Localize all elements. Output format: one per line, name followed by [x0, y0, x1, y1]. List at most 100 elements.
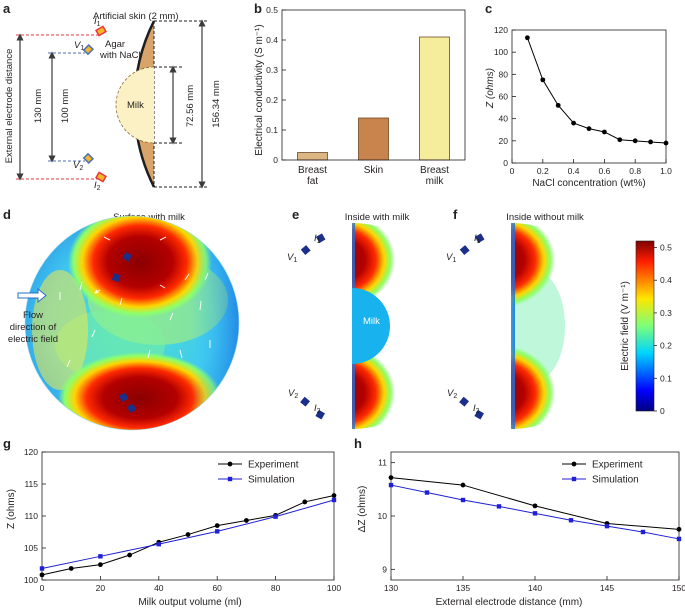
c-axes-xtick-label: 0.4	[568, 166, 580, 176]
c-axes-xtick-label: 0.2	[537, 166, 549, 176]
panel-e-v2-label: V2	[288, 388, 298, 400]
panel-a: a Artificial skin (2 mm) Agar with NaCl …	[3, 1, 222, 192]
h-plot-point	[568, 518, 574, 523]
c-plot-point	[571, 120, 576, 126]
panel-e-electrode-i1	[315, 233, 326, 243]
electrode-i2	[95, 171, 107, 183]
colorbar-tick-label: 0.4	[660, 275, 672, 285]
milk-label: Milk	[127, 100, 144, 111]
c-axes-xtick-label: 0.8	[629, 166, 641, 176]
panel-e-milk-label: Milk	[363, 316, 380, 327]
panel-g-ylabel: Z (ohms)	[6, 489, 17, 529]
c-plot-point	[632, 138, 638, 144]
g-plot-point	[214, 523, 220, 528]
legend-label: Experiment	[248, 460, 299, 471]
panel-f-v1-label: V1	[446, 252, 456, 264]
h-plot-point	[640, 529, 646, 535]
panel-f-title: Inside without milk	[506, 212, 584, 223]
panel-b-ylabel: Electrical conductivity (S m⁻¹)	[254, 24, 265, 155]
panel-e-electrode-v1	[300, 245, 311, 255]
c-plot-point	[525, 35, 530, 41]
panel-b-bar	[297, 152, 328, 161]
h-plot-point	[676, 536, 682, 542]
dim-156-label: 156.34 mm	[211, 80, 222, 128]
electrode-i1-label: I1	[94, 16, 101, 28]
g-axes-ytick-label: 100	[24, 575, 38, 585]
g-axes-xtick-label: 60	[212, 583, 222, 593]
panel-b-ytick-label: 0.2	[266, 95, 278, 105]
panel-b-category-label: milk	[426, 176, 445, 187]
milk-region	[116, 67, 154, 143]
panel-f: f Inside without milk I1 V1 V2 I2	[446, 207, 584, 429]
sphere-electrode-i2	[127, 403, 137, 413]
g-plot-point	[156, 541, 161, 547]
h-axes-xtick-label: 135	[456, 583, 470, 593]
legend-label: Simulation	[248, 475, 295, 486]
c-axes-frame	[511, 29, 667, 164]
c-plot-point	[617, 137, 623, 143]
panel-g-xlabel: Milk output volume (ml)	[138, 597, 241, 608]
panel-letter-a: a	[3, 1, 11, 16]
panel-b-ytick-label: 0.1	[266, 125, 278, 135]
h-axes-xtick-label: 130	[384, 583, 398, 593]
h-axes-xtick-label: 140	[528, 583, 542, 593]
g-plot-point	[185, 532, 191, 537]
panel-g: g Z (ohms) Milk output volume (ml) 0 20 40…	[3, 436, 341, 608]
panel-d: d Surface with milk Flow direction of el…	[3, 207, 240, 431]
legend-marker	[227, 476, 233, 482]
h-plot-point	[532, 503, 538, 509]
flow-label-line2: direction of	[10, 322, 57, 333]
g-plot-point	[98, 554, 103, 559]
g-plot-point	[331, 493, 337, 498]
c-axes-ytick-label: 100	[494, 47, 508, 57]
h-plot-point	[604, 523, 610, 529]
c-axes-ytick-label: 0	[503, 158, 508, 168]
g-axes-xtick-label: 0	[40, 583, 45, 593]
panel-b-ytick-label: 0	[273, 155, 278, 165]
sphere-field-map	[25, 216, 239, 430]
g-plot-point	[331, 497, 337, 503]
panel-h: h ΔZ (ohms) External electrode distance …	[354, 436, 685, 608]
g-plot-point	[98, 562, 103, 568]
c-plot-point	[586, 126, 592, 132]
g-axes-ytick-label: 115	[24, 479, 38, 489]
h-axes-frame	[390, 451, 680, 581]
sphere-electrode-v2	[119, 392, 129, 402]
panel-f-i1-label: I1	[474, 233, 481, 245]
panel-letter-e: e	[292, 207, 299, 222]
panel-letter-g: g	[3, 436, 11, 451]
h-plot-point	[460, 497, 466, 503]
h-axes-xtick-label: 150	[672, 583, 685, 593]
panel-b: b Electrical conductivity (S m⁻¹) 0 0.1 0.…	[254, 1, 466, 187]
colorbar-tick-label: 0.3	[660, 308, 672, 318]
legend-marker	[571, 476, 577, 482]
h-plot-point	[424, 490, 430, 495]
legend-label: Experiment	[592, 460, 643, 471]
colorbar-tick-label: 0	[660, 406, 665, 416]
c-axes-xtick-label: 1.0	[660, 166, 672, 176]
g-plot-point	[273, 514, 278, 519]
panel-b-bar	[419, 36, 450, 161]
panel-b-frame	[281, 9, 466, 161]
g-axes-xtick-label: 100	[327, 583, 341, 593]
panel-f-electrode-i2	[474, 409, 484, 420]
h-plot-point	[460, 482, 466, 488]
h-axes-ytick-label: 11	[378, 458, 387, 468]
h-plot-point	[388, 475, 394, 480]
panel-e-v1-label: V1	[287, 252, 297, 264]
g-plot-point	[39, 566, 45, 571]
panel-letter-b: b	[254, 1, 262, 16]
c-axes-ytick-label: 40	[499, 114, 509, 124]
c-plot-series-line	[526, 37, 667, 144]
panel-f-electrode-v1	[459, 245, 470, 255]
panel-letter-f: f	[453, 207, 458, 222]
c-axes-ytick-label: 60	[499, 92, 509, 102]
panel-letter-c: c	[485, 1, 492, 16]
h-axes-ytick-label: 9	[382, 564, 387, 574]
g-plot-series-line	[41, 499, 335, 569]
h-plot-point	[532, 511, 538, 516]
h-plot-point	[388, 482, 394, 488]
panel-letter-d: d	[3, 207, 11, 222]
panel-f-electrode-v2	[459, 396, 469, 407]
h-axes-ytick-label: 10	[378, 511, 388, 521]
